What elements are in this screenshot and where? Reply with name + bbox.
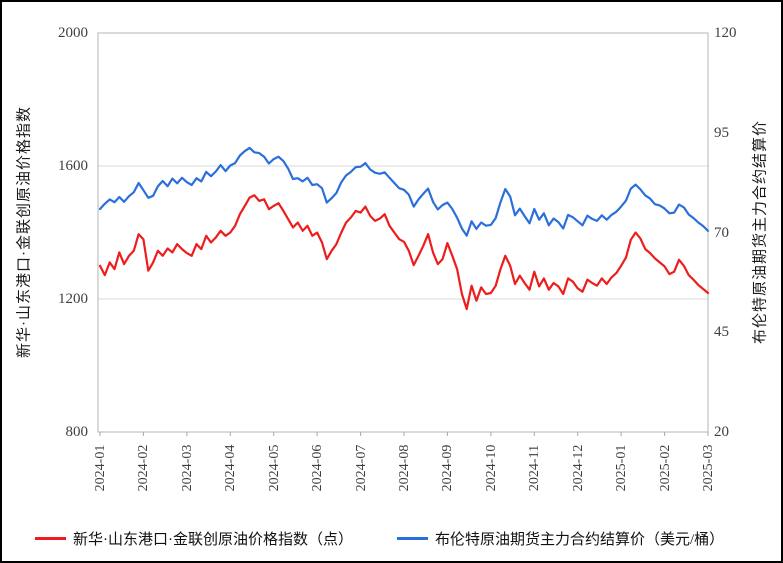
left-axis-title: 新华·山东港口·金联创原油价格指数 <box>16 106 33 358</box>
x-tick-label: 2024-04 <box>223 444 239 492</box>
right-axis-tick-label: 20 <box>714 424 729 440</box>
x-tick-label: 2024-12 <box>570 444 586 492</box>
x-tick-label: 2024-09 <box>440 444 456 492</box>
price-index-legend-swatch <box>35 537 66 540</box>
x-tick-label: 2024-10 <box>483 444 499 492</box>
legend-label-price-index: 新华·山东港口·金联创原油价格指数（点） <box>73 532 353 548</box>
x-tick-label: 2025-03 <box>701 444 716 492</box>
x-tick-label: 2024-06 <box>310 444 326 492</box>
legend-label-brent: 布伦特原油期货主力合约结算价（美元/桶） <box>435 532 725 548</box>
left-axis-tick-label: 1600 <box>58 158 88 174</box>
right-axis-tick-label: 45 <box>714 324 729 341</box>
x-tick-label: 2024-08 <box>397 444 412 492</box>
right-axis-tick-label: 95 <box>714 124 729 141</box>
x-tick-label: 2024-03 <box>179 444 195 492</box>
x-tick-label: 2024-07 <box>353 444 369 492</box>
right-axis-tick-label: 120 <box>714 25 737 41</box>
x-tick-label: 2024-01 <box>93 444 108 492</box>
legend-item-brent: 布伦特原油期货主力合约结算价（美元/桶） <box>397 528 724 549</box>
x-tick-label: 2025-02 <box>657 444 673 492</box>
chart-legend: 新华·山东港口·金联创原油价格指数（点） 布伦特原油期货主力合约结算价（美元/桶… <box>2 528 781 552</box>
left-axis-tick-label: 800 <box>65 424 89 440</box>
brent-line <box>98 146 710 237</box>
x-tick-label: 2024-11 <box>527 444 543 492</box>
legend-item-price-index: 新华·山东港口·金联创原油价格指数（点） <box>35 528 353 549</box>
x-tick-label: 2024-02 <box>136 444 152 492</box>
left-axis-tick-label: 1200 <box>58 291 88 307</box>
right-axis-title: 布伦特原油期货主力合约结算价 <box>752 119 769 345</box>
brent-legend-swatch <box>397 537 428 540</box>
plot-frame <box>97 32 709 433</box>
x-tick-label: 2024-05 <box>266 444 282 492</box>
price-index-line <box>98 194 710 311</box>
x-tick-label: 2025-01 <box>614 444 630 492</box>
left-axis-tick-label: 2000 <box>58 25 88 41</box>
right-axis-tick-label: 70 <box>714 224 729 241</box>
